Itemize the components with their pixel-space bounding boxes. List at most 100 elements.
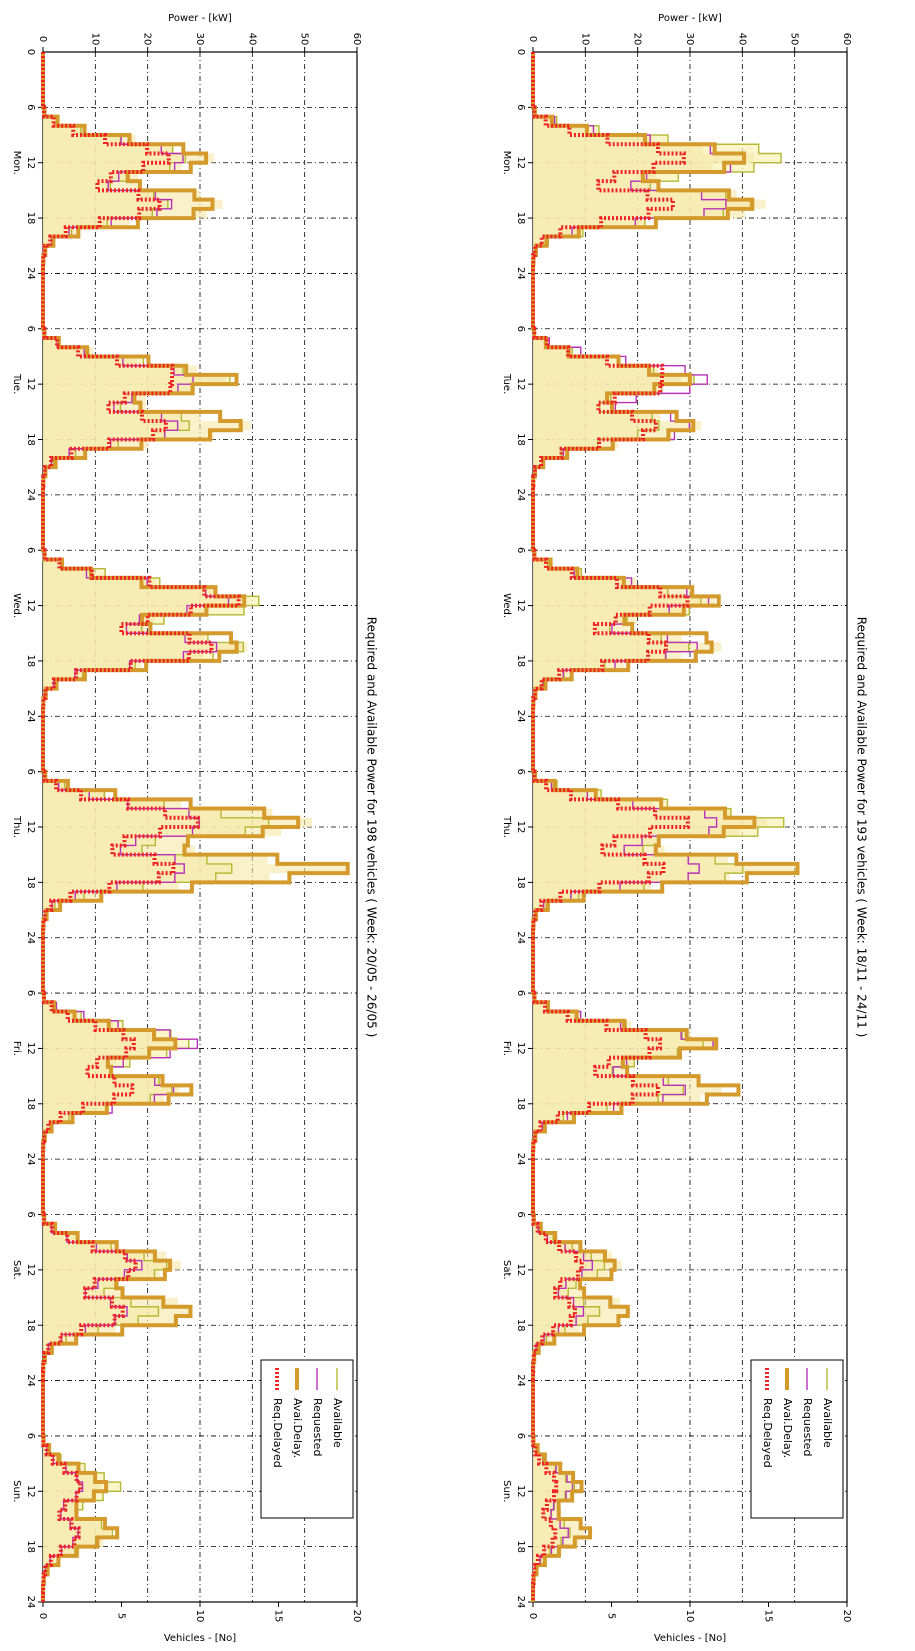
day-label: Sat.	[501, 1260, 512, 1280]
time-tick-label: 24	[515, 488, 526, 501]
day-label: Mon.	[11, 151, 22, 175]
time-tick-label: 18	[515, 433, 526, 446]
legend-label: Requested	[311, 1398, 324, 1456]
series-req-delayed-day-2	[41, 273, 175, 495]
day-label: Wed.	[11, 593, 22, 618]
series-avai-delay--day-7	[531, 1380, 593, 1602]
day-label: Tue.	[11, 373, 22, 394]
time-tick-label: 18	[25, 655, 36, 668]
time-tick-label: 18	[515, 1097, 526, 1110]
power-tick-label: 10	[89, 33, 100, 46]
day-label: Thu.	[11, 815, 22, 838]
power-tick-label: 50	[789, 33, 800, 46]
vehicles-tick-label: 0	[527, 1613, 538, 1619]
series-req-delayed-day-5	[531, 937, 663, 1160]
time-tick-label: 6	[515, 104, 526, 110]
legend-label: Avai.Delay.	[291, 1398, 304, 1458]
time-tick-label: 12	[25, 156, 36, 169]
time-tick-label: 6	[515, 1211, 526, 1217]
series-req-delayed-day-5	[41, 937, 136, 1160]
time-tick-label: 18	[515, 212, 526, 225]
time-tick-label: 18	[515, 1319, 526, 1332]
time-tick-label: 6	[25, 104, 36, 110]
time-tick-label: 0	[25, 49, 36, 55]
time-tick-label: 18	[515, 1540, 526, 1553]
vehicles-tick-label: 15	[273, 1610, 284, 1623]
time-tick-label: 24	[25, 488, 36, 501]
series-req-delayed-day-3	[41, 494, 241, 717]
time-tick-label: 6	[515, 990, 526, 996]
time-tick-label: 24	[515, 1596, 526, 1609]
day-label: Thu.	[501, 815, 512, 838]
time-tick-label: 24	[515, 1374, 526, 1387]
power-tick-label: 0	[527, 36, 538, 42]
time-tick-label: 12	[515, 821, 526, 834]
vehicles-axis-label: Vehicles - [No]	[654, 1633, 726, 1644]
power-tick-label: 10	[579, 33, 590, 46]
time-tick-label: 12	[515, 599, 526, 612]
time-tick-label: 12	[515, 1042, 526, 1055]
time-tick-label: 24	[25, 1153, 36, 1166]
day-label: Sat.	[11, 1260, 22, 1280]
power-tick-label: 20	[142, 33, 153, 46]
series-req-delayed-day-7	[531, 1380, 559, 1602]
series-req-delayed-day-3	[531, 494, 690, 717]
time-tick-label: 24	[25, 1596, 36, 1609]
power-tick-label: 30	[684, 33, 695, 46]
time-tick-label: 6	[25, 1211, 36, 1217]
chart-title: Required and Available Power for 193 veh…	[855, 617, 869, 1038]
time-tick-label: 18	[25, 1319, 36, 1332]
time-tick-label: 18	[25, 433, 36, 446]
series-avai-delay--day-6	[531, 1159, 630, 1381]
time-tick-label: 24	[25, 1374, 36, 1387]
time-tick-label: 6	[25, 326, 36, 332]
legend-label: Req.Delayed	[271, 1398, 284, 1468]
power-tick-label: 20	[632, 33, 643, 46]
time-tick-label: 12	[25, 821, 36, 834]
time-tick-label: 18	[25, 1540, 36, 1553]
legend-label: Avai.Delay.	[781, 1398, 794, 1458]
time-tick-label: 12	[25, 1263, 36, 1276]
time-tick-label: 12	[515, 1263, 526, 1276]
time-tick-label: 24	[515, 267, 526, 280]
series-req-delayed-day-1	[531, 52, 686, 274]
legend-label: Req.Delayed	[761, 1398, 774, 1468]
vehicles-tick-label: 20	[351, 1610, 362, 1623]
day-label: Wed.	[501, 593, 512, 618]
series-req-delayed-day-4	[531, 716, 690, 938]
time-tick-label: 18	[515, 876, 526, 889]
time-tick-label: 6	[25, 1433, 36, 1439]
day-label: Fri.	[501, 1041, 512, 1056]
vehicles-tick-label: 0	[37, 1613, 48, 1619]
time-tick-label: 24	[25, 710, 36, 723]
time-tick-label: 12	[25, 378, 36, 391]
time-tick-label: 24	[25, 931, 36, 944]
legend: Available Requested Avai.Delay. Req.Delayed	[260, 1359, 354, 1519]
chart-panel-1: 0 10 20 30 40 50 600 5 10 15 206121824612182461218…	[11, 13, 379, 1644]
power-tick-label: 60	[841, 33, 852, 46]
time-tick-label: 12	[25, 599, 36, 612]
time-tick-label: 24	[25, 267, 36, 280]
power-tick-label: 30	[194, 33, 205, 46]
time-tick-label: 18	[25, 212, 36, 225]
series-req-delayed-day-7	[41, 1380, 83, 1602]
series-req-delayed-day-4	[41, 716, 200, 938]
vehicles-tick-label: 10	[684, 1610, 695, 1623]
power-tick-label: 50	[299, 33, 310, 46]
power-axis-label: Power - [kW]	[168, 13, 232, 24]
legend-label: Available	[821, 1398, 834, 1448]
time-tick-label: 12	[25, 1485, 36, 1498]
time-tick-label: 24	[515, 931, 526, 944]
time-tick-label: 24	[515, 710, 526, 723]
chart-panel-2: 0 10 20 30 40 50 600 5 10 15 206121824612182461218…	[501, 13, 869, 1644]
power-tick-label: 0	[37, 36, 48, 42]
day-label: Mon.	[501, 151, 512, 175]
series-req-delayed-day-2	[531, 273, 665, 495]
vehicles-tick-label: 20	[841, 1610, 852, 1623]
time-tick-label: 18	[25, 876, 36, 889]
vehicles-tick-label: 10	[194, 1610, 205, 1623]
time-tick-label: 12	[515, 378, 526, 391]
legend-label: Available	[331, 1398, 344, 1448]
time-tick-label: 6	[515, 1433, 526, 1439]
